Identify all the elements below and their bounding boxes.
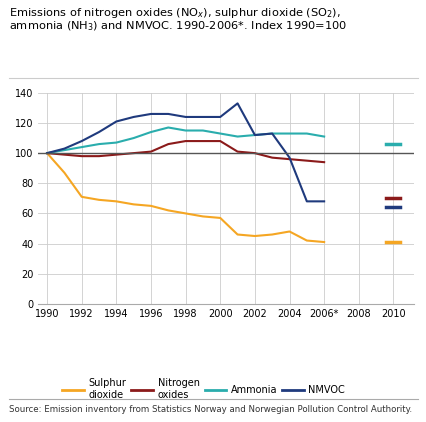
Text: ammonia (NH$_3$) and NMVOC. 1990-2006*. Index 1990=100: ammonia (NH$_3$) and NMVOC. 1990-2006*. …: [9, 19, 346, 32]
Text: Source: Emission inventory from Statistics Norway and Norwegian Pollution Contro: Source: Emission inventory from Statisti…: [9, 405, 411, 414]
Legend: Sulphur
dioxide, Nitrogen
oxides, Ammonia, NMVOC: Sulphur dioxide, Nitrogen oxides, Ammoni…: [62, 379, 344, 400]
Text: Emissions of nitrogen oxides (NO$_x$), sulphur dioxide (SO$_2$),: Emissions of nitrogen oxides (NO$_x$), s…: [9, 6, 340, 20]
